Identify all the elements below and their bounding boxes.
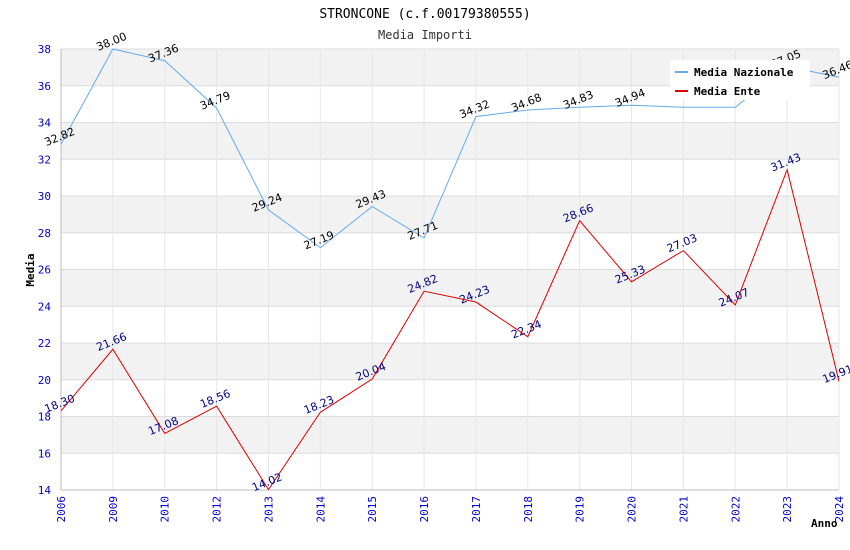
x-tick-label: 2017 — [470, 496, 483, 523]
legend-entry: Media Nazionale — [694, 66, 794, 79]
y-tick-label: 30 — [38, 190, 51, 203]
plot-band — [61, 306, 839, 343]
plot-band — [61, 269, 839, 307]
x-tick-label: 2022 — [729, 496, 742, 523]
plot-band — [61, 453, 839, 490]
y-tick-label: 38 — [38, 43, 51, 56]
series-line-media-ente — [60, 168, 840, 491]
x-tick-label: 2021 — [677, 496, 690, 523]
y-tick-label: 36 — [38, 80, 51, 93]
series-lines — [60, 48, 840, 491]
legend: Media Nazionale Media Ente — [670, 60, 810, 100]
plot-band — [61, 196, 839, 233]
y-tick-label: 16 — [38, 447, 51, 460]
plot-band — [61, 416, 839, 454]
x-tick-label: 2016 — [418, 496, 431, 523]
x-tick-label: 2018 — [522, 496, 535, 523]
legend-box — [670, 60, 810, 100]
x-tick-label: 2024 — [833, 496, 846, 523]
x-tick-label: 2014 — [314, 496, 327, 523]
series-line-media-nazionale — [60, 48, 840, 249]
y-tick-label: 26 — [38, 264, 51, 277]
y-tick-label: 24 — [38, 300, 52, 313]
y-axis-label: Media — [24, 253, 37, 286]
plot-band — [61, 122, 839, 160]
y-tick-label: 28 — [38, 227, 51, 240]
x-tick-label: 2013 — [262, 496, 275, 523]
grid-lines — [60, 48, 840, 491]
chart-subtitle: Media Importi — [378, 28, 472, 42]
x-tick-label: 2023 — [781, 496, 794, 523]
x-tick-label: 2006 — [55, 496, 68, 523]
plot-band — [61, 379, 839, 417]
plot-band — [61, 343, 839, 380]
x-tick-label: 2020 — [626, 496, 639, 523]
x-axis-label: Anno — [811, 517, 838, 530]
legend-entry: Media Ente — [694, 85, 761, 98]
x-tick-label: 2009 — [107, 496, 120, 523]
y-tick-label: 32 — [38, 153, 51, 166]
y-tick-label: 14 — [38, 484, 52, 497]
plot-band — [61, 232, 839, 270]
plot-background-bands — [61, 49, 839, 490]
y-tick-label: 18 — [38, 411, 51, 424]
x-tick-label: 2019 — [574, 496, 587, 523]
y-tick-label: 20 — [38, 374, 51, 387]
x-tick-label: 2015 — [366, 496, 379, 523]
chart-title: STRONCONE (c.f.00179380555) — [319, 7, 530, 22]
y-tick-label: 22 — [38, 337, 51, 350]
x-tick-label: 2010 — [159, 496, 172, 523]
x-tick-label: 2012 — [211, 496, 224, 523]
y-tick-label: 34 — [38, 117, 52, 130]
